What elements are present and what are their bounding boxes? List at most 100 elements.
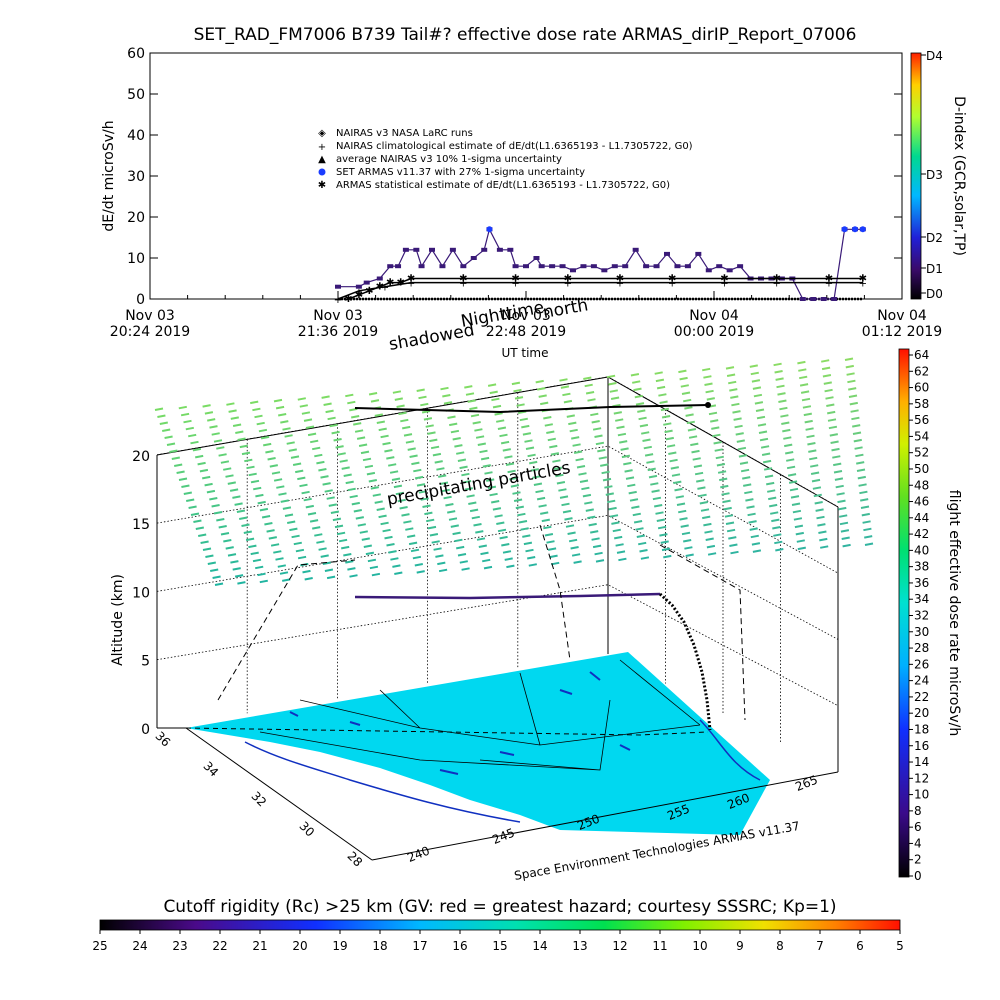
precip-particle-mark [479, 449, 488, 454]
precip-particle-mark [292, 462, 302, 466]
precip-particle-mark [395, 491, 404, 496]
series-armas-point [523, 264, 529, 269]
precip-particle-mark [456, 545, 465, 550]
timeseries-y-axis-label: dE/dt microSv/h [101, 120, 117, 231]
precip-particle-mark [369, 565, 379, 570]
precip-particle-mark [358, 443, 368, 447]
series-armas-line [338, 227, 863, 300]
precip-particle-mark [685, 413, 694, 417]
precip-particle-mark [188, 505, 197, 509]
series-armas-statistical-point: ✱ [407, 274, 415, 285]
precip-particle-mark [448, 517, 458, 521]
precip-particle-mark [853, 438, 862, 443]
precip-particle-mark [349, 574, 358, 578]
precip-particle-mark [659, 533, 668, 537]
precip-particle-mark [174, 463, 183, 467]
precip-particle-mark [433, 547, 442, 551]
precip-particle-mark [297, 397, 306, 401]
precip-particle-mark [810, 464, 819, 468]
precip-particle-mark [850, 409, 859, 413]
precip-particle-mark [412, 555, 422, 560]
precip-particle-mark [632, 512, 641, 517]
precip-particle-mark [355, 516, 364, 520]
precip-particle-mark [742, 476, 751, 480]
precip-particle-mark [744, 490, 753, 495]
precip-particle-mark [637, 409, 646, 413]
precip-particle-mark [571, 436, 580, 440]
cutoff-rigidity-tick-label: 10 [692, 939, 707, 953]
precip-particle-mark [609, 514, 619, 518]
precip-particle-mark [504, 455, 513, 459]
precip-particle-mark [393, 484, 403, 489]
cutoff-rigidity-tick-label: 13 [572, 939, 587, 953]
precip-particle-mark [193, 519, 202, 523]
precip-particle-mark [705, 389, 714, 394]
precip-particle-mark [726, 528, 736, 533]
flight-track-dashed-drop-right [659, 544, 746, 721]
series-armas-statistical-point: ✱ [772, 274, 780, 285]
timeseries-series: ✱ ✱ ✱ ✱ ✱ ✱ ✱ ✱ ✱ ✱ ✱ ✱ ✱ ✱ ✱ ✱++ + + + + + + + + + + + [334, 226, 867, 306]
precip-particle-mark [732, 410, 741, 414]
series-nairas-point: + [859, 279, 867, 290]
precip-particle-mark [839, 521, 849, 526]
series-armas-point [439, 264, 446, 269]
precip-particle-mark [454, 538, 463, 543]
precip-particle-mark [804, 419, 813, 424]
precip-particle-mark [519, 417, 528, 422]
precip-particle-mark [773, 533, 782, 537]
legend-item: ▲ average NAIRAS v3 10% 1-sigma uncertain… [318, 154, 562, 165]
series-armas-peak-point [486, 226, 493, 233]
flight-track-descent [658, 592, 712, 731]
precip-particle-mark [643, 445, 652, 450]
precip-particle-mark [660, 540, 669, 544]
precip-particle-mark [591, 420, 600, 424]
precip-particle-mark [329, 423, 338, 428]
figure-title: SET_RAD_FM7006 B739 Tail#? effective dos… [194, 25, 857, 45]
precip-particle-mark [514, 396, 524, 400]
precip-particle-mark [483, 565, 493, 570]
precip-particle-mark [424, 511, 433, 516]
series-armas-statistical-point: ✱ [668, 274, 676, 285]
precip-particle-mark [418, 395, 427, 400]
precip-particle-mark [714, 448, 723, 452]
precip-particle-mark [443, 495, 452, 500]
legend-symbol-blue-dot [318, 168, 326, 176]
precip-particle-mark [374, 413, 383, 417]
precip-particle-mark [328, 503, 337, 507]
precip-particle-mark [590, 412, 599, 417]
longitude-tick-label: 240 [405, 844, 431, 866]
dose-rate-tick-label: 2 [914, 853, 922, 867]
precip-particle-mark [618, 557, 627, 562]
precip-particle-mark [749, 527, 758, 531]
precip-particle-mark [797, 546, 806, 551]
precip-particle-mark [543, 416, 552, 420]
precip-particle-mark [487, 383, 497, 387]
precip-particle-mark [651, 489, 660, 493]
precip-particle-mark [384, 535, 393, 540]
precip-particle-mark [478, 544, 487, 548]
precip-particle-mark [767, 489, 776, 493]
dose-rate-tick-label: 36 [914, 576, 929, 590]
cutoff-rigidity-tick-label: 12 [612, 939, 627, 953]
precip-particle-mark [717, 470, 727, 474]
altitude-tick-label: 10 [132, 585, 150, 601]
precip-particle-mark [473, 523, 482, 527]
series-armas-point [355, 284, 362, 289]
precip-particle-mark [489, 390, 498, 395]
precip-particle-mark [223, 539, 232, 543]
dose-rate-tick-label: 12 [914, 771, 929, 785]
precip-particle-mark [641, 431, 650, 435]
precip-particle-mark [376, 507, 385, 511]
precip-particle-mark [452, 531, 461, 536]
precip-particle-mark [464, 385, 473, 389]
precip-particle-mark [723, 506, 732, 511]
precip-particle-mark [321, 395, 330, 399]
precip-particle-mark [230, 560, 239, 564]
precip-particle-mark [522, 534, 531, 538]
precip-particle-mark [828, 425, 838, 430]
precip-particle-mark [259, 507, 269, 512]
precip-particle-mark [820, 545, 829, 549]
precip-particle-mark [681, 391, 691, 395]
dose-rate-tick-label: 30 [914, 625, 929, 639]
precip-particle-mark [770, 511, 779, 515]
